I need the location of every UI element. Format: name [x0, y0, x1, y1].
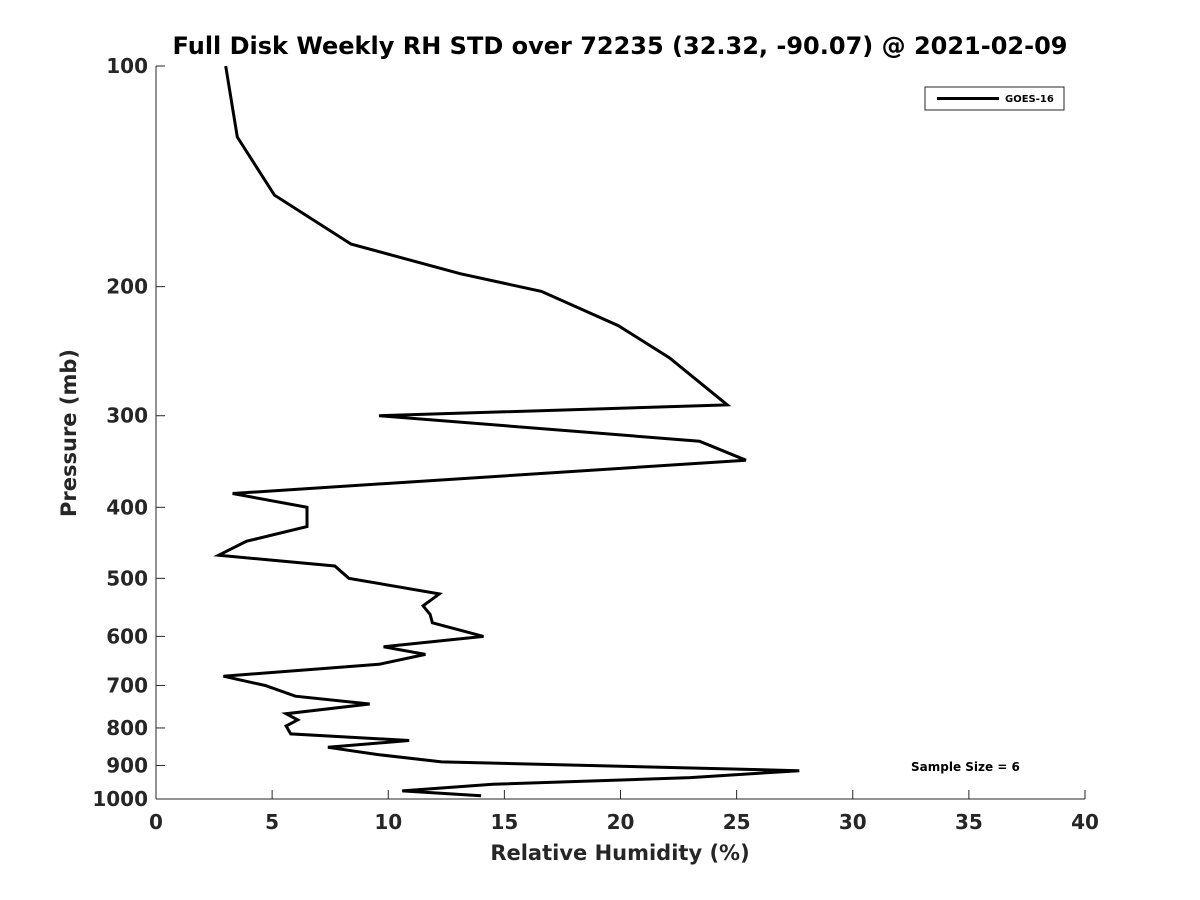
y-tick-label: 900 [106, 753, 148, 777]
chart-title: Full Disk Weekly RH STD over 72235 (32.3… [173, 32, 1068, 60]
x-tick-label: 15 [490, 810, 518, 834]
x-tick-label: 35 [955, 810, 983, 834]
data-series [213, 65, 800, 798]
tick-marks [155, 65, 1086, 800]
series-line-goes-16 [213, 65, 800, 798]
x-tick-label: 25 [723, 810, 751, 834]
x-tick-labels: 0 5 10 15 20 25 30 35 40 [149, 810, 1099, 834]
x-tick-label: 5 [265, 810, 279, 834]
y-tick-label: 300 [106, 404, 148, 428]
x-tick-label: 10 [374, 810, 402, 834]
x-tick-label: 40 [1071, 810, 1099, 834]
y-axis-label: Pressure (mb) [57, 349, 81, 517]
y-tick-label: 400 [106, 495, 148, 519]
y-tick-labels: 100 200 300 400 500 600 700 800 900 1000 [92, 54, 148, 811]
x-tick-label: 30 [839, 810, 867, 834]
y-tick-label: 700 [106, 673, 148, 697]
x-tick-label: 20 [607, 810, 635, 834]
y-tick-label: 200 [106, 275, 148, 299]
y-tick-label: 100 [106, 54, 148, 78]
sample-size-annotation: Sample Size = 6 [911, 760, 1020, 774]
y-tick-label: 1000 [92, 787, 148, 811]
y-tick-label: 600 [106, 624, 148, 648]
x-axis-label: Relative Humidity (%) [490, 841, 749, 865]
y-tick-label: 800 [106, 716, 148, 740]
legend-entry-goes-16: GOES-16 [1005, 94, 1054, 105]
y-tick-label: 500 [106, 566, 148, 590]
legend: GOES-16 [924, 86, 1065, 111]
x-tick-label: 0 [149, 810, 163, 834]
